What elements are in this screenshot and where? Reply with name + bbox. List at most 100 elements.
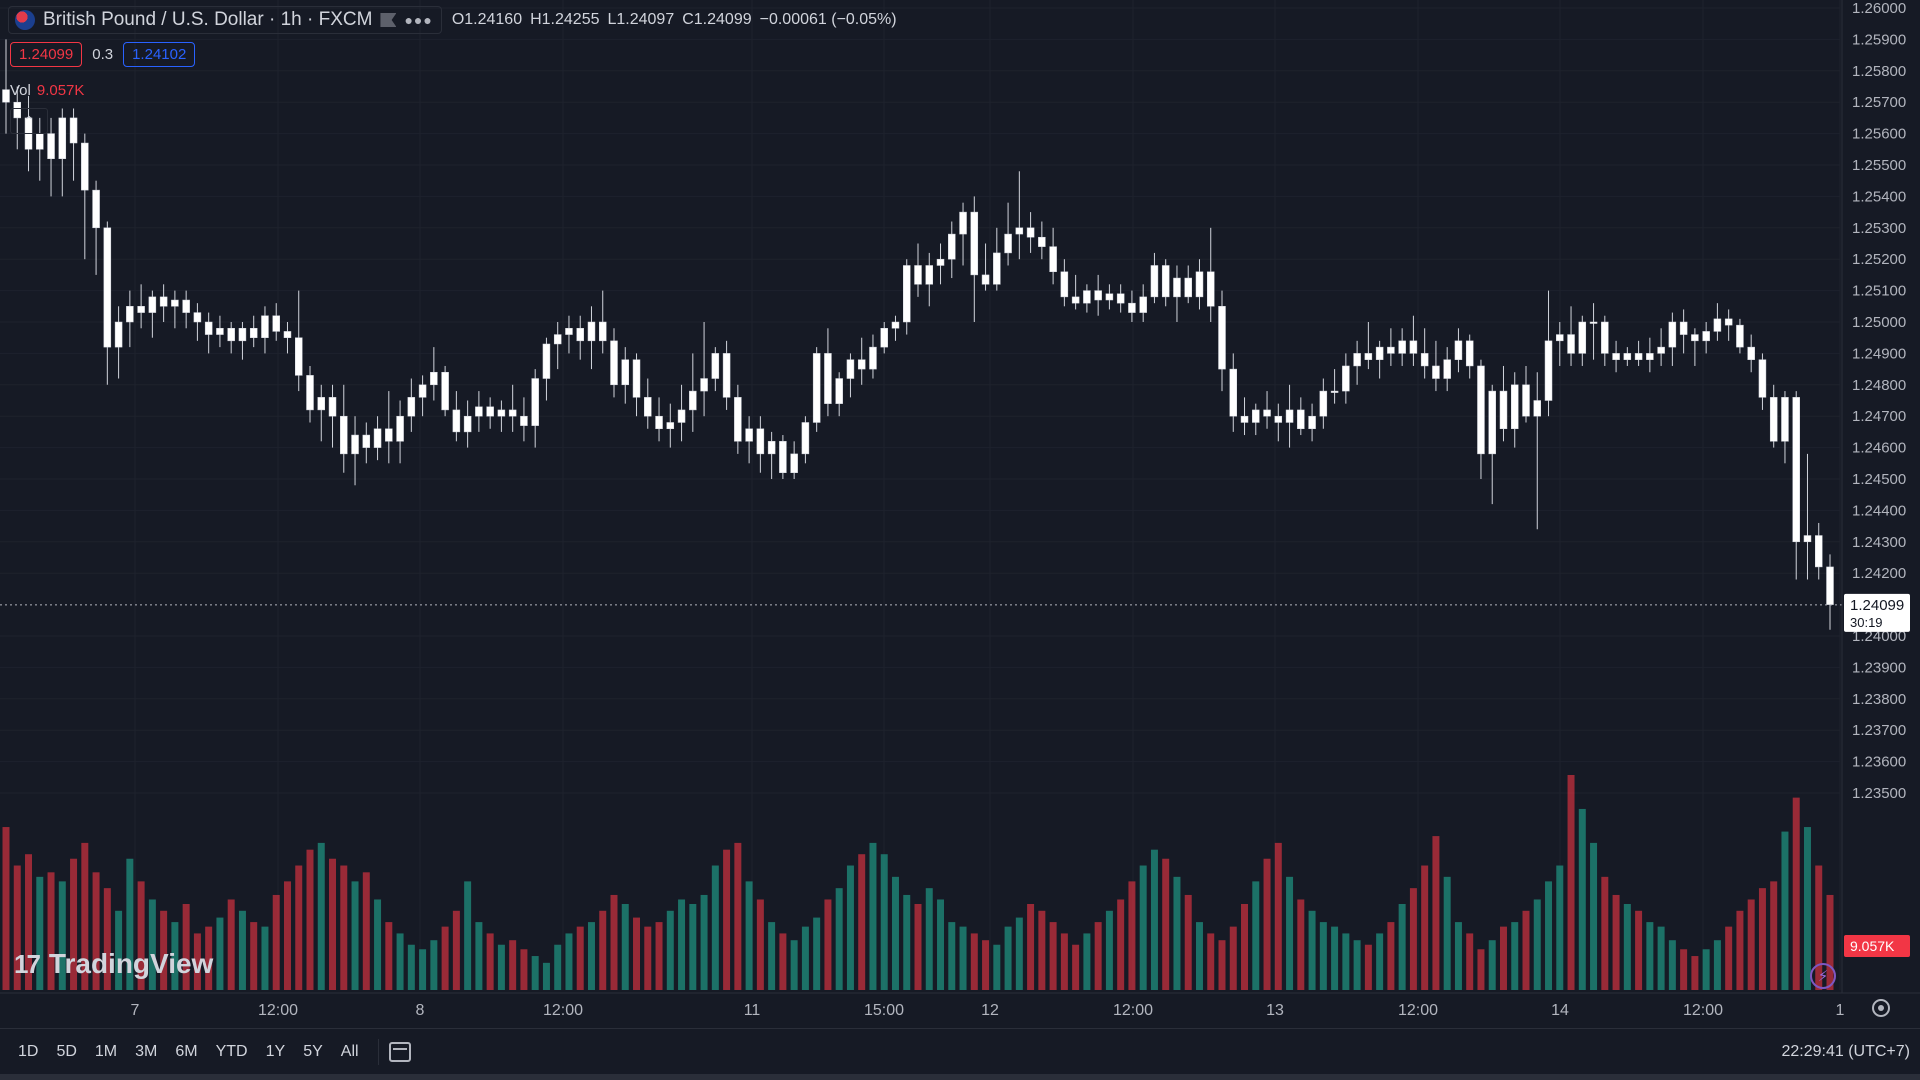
candle-body[interactable]: [148, 296, 157, 313]
candle-body[interactable]: [1015, 227, 1024, 235]
candle-body[interactable]: [1263, 409, 1271, 417]
buy-price-button[interactable]: 1.24102: [123, 42, 196, 67]
candle-body[interactable]: [317, 397, 325, 411]
candle-body[interactable]: [1083, 290, 1091, 304]
candle-body[interactable]: [632, 359, 641, 398]
candle-body[interactable]: [1252, 409, 1260, 423]
candle-body[interactable]: [936, 258, 945, 266]
candle-body[interactable]: [1285, 409, 1294, 423]
candle-body[interactable]: [193, 312, 202, 323]
candle-body[interactable]: [1443, 359, 1451, 379]
candle-body[interactable]: [1465, 340, 1474, 367]
range-6m-button[interactable]: 6M: [175, 1042, 198, 1060]
candle-body[interactable]: [463, 415, 472, 433]
candle-body[interactable]: [925, 265, 933, 285]
candle-body[interactable]: [1432, 365, 1440, 379]
candle-body[interactable]: [114, 321, 123, 348]
candle-body[interactable]: [1567, 334, 1575, 354]
candle-body[interactable]: [599, 321, 607, 342]
candle-body[interactable]: [238, 328, 247, 342]
candle-body[interactable]: [1769, 397, 1778, 442]
candle-body[interactable]: [36, 133, 44, 150]
candle-body[interactable]: [249, 328, 258, 338]
candle-body[interactable]: [767, 441, 776, 455]
candle-body[interactable]: [644, 397, 652, 417]
candle-body[interactable]: [1623, 353, 1632, 360]
candle-body[interactable]: [1218, 306, 1226, 370]
candle-body[interactable]: [981, 274, 990, 285]
candle-body[interactable]: [756, 428, 765, 455]
candle-body[interactable]: [711, 353, 720, 379]
candle-body[interactable]: [159, 296, 168, 307]
candle-body[interactable]: [1026, 227, 1035, 238]
candle-body[interactable]: [1398, 340, 1406, 354]
candle-body[interactable]: [1477, 365, 1485, 455]
symbol-selector[interactable]: British Pound / U.S. Dollar · 1h · FXCM …: [8, 6, 442, 34]
candle-body[interactable]: [1747, 346, 1755, 360]
candle-body[interactable]: [1792, 397, 1800, 543]
candle-body[interactable]: [373, 428, 382, 448]
candle-body[interactable]: [565, 328, 573, 335]
candle-body[interactable]: [1781, 397, 1789, 442]
candle-body[interactable]: [216, 328, 224, 335]
candle-body[interactable]: [1184, 277, 1192, 298]
candle-body[interactable]: [1522, 384, 1530, 417]
candle-body[interactable]: [655, 415, 663, 430]
range-5d-button[interactable]: 5D: [56, 1042, 77, 1060]
candle-body[interactable]: [869, 346, 877, 370]
candle-body[interactable]: [722, 353, 731, 398]
candle-body[interactable]: [959, 211, 967, 235]
clock-timezone[interactable]: 22:29:41 (UTC+7): [1781, 1042, 1910, 1060]
candle-body[interactable]: [880, 328, 888, 348]
candle-body[interactable]: [1679, 321, 1688, 335]
candle-body[interactable]: [812, 353, 821, 423]
calendar-icon[interactable]: [388, 1041, 411, 1062]
candle-body[interactable]: [1308, 415, 1316, 430]
candle-body[interactable]: [340, 415, 348, 455]
candle-body[interactable]: [1702, 331, 1710, 342]
candle-body[interactable]: [1161, 265, 1170, 298]
candle-body[interactable]: [385, 428, 393, 442]
candle-body[interactable]: [1758, 359, 1767, 398]
candle-body[interactable]: [452, 409, 461, 433]
candle-body[interactable]: [891, 321, 900, 329]
candle-body[interactable]: [441, 371, 449, 411]
candle-body[interactable]: [283, 331, 292, 338]
candle-body[interactable]: [1375, 346, 1384, 360]
candle-body[interactable]: [1004, 233, 1012, 254]
candle-body[interactable]: [486, 406, 494, 417]
candle-body[interactable]: [204, 321, 213, 335]
candle-body[interactable]: [1634, 353, 1643, 360]
candle-body[interactable]: [1736, 324, 1744, 348]
candle-body[interactable]: [824, 353, 832, 404]
candle-body[interactable]: [328, 397, 337, 417]
candle-body[interactable]: [835, 378, 843, 404]
candle-body[interactable]: [857, 359, 866, 370]
flag-marker-icon[interactable]: [380, 13, 397, 27]
range-ytd-button[interactable]: YTD: [215, 1042, 248, 1060]
candle-body[interactable]: [261, 315, 269, 338]
candle-body[interactable]: [362, 434, 371, 448]
range-all-button[interactable]: All: [340, 1042, 359, 1060]
candle-body[interactable]: [993, 252, 1001, 285]
candle-body[interactable]: [1544, 340, 1553, 401]
candle-body[interactable]: [81, 142, 89, 191]
candle-body[interactable]: [1150, 265, 1159, 298]
candle-body[interactable]: [1589, 321, 1598, 324]
range-3m-button[interactable]: 3M: [135, 1042, 158, 1060]
candle-body[interactable]: [1116, 293, 1125, 304]
candle-body[interactable]: [1454, 340, 1463, 360]
candle-body[interactable]: [47, 133, 55, 159]
candle-body[interactable]: [69, 117, 78, 144]
candle-body[interactable]: [1105, 293, 1114, 301]
price-chart[interactable]: 1.26000 1.25900 1.25800 1.25700 1.25600 1.255…: [0, 0, 1920, 1028]
candle-body[interactable]: [103, 227, 112, 348]
candle-body[interactable]: [171, 299, 179, 307]
candle-body[interactable]: [1556, 334, 1564, 342]
more-icon[interactable]: ●●●: [404, 12, 433, 28]
candle-body[interactable]: [790, 453, 798, 473]
candle-body[interactable]: [576, 328, 584, 342]
range-1m-button[interactable]: 1M: [94, 1042, 118, 1060]
candle-body[interactable]: [1353, 353, 1361, 367]
candle-body[interactable]: [1815, 535, 1823, 568]
